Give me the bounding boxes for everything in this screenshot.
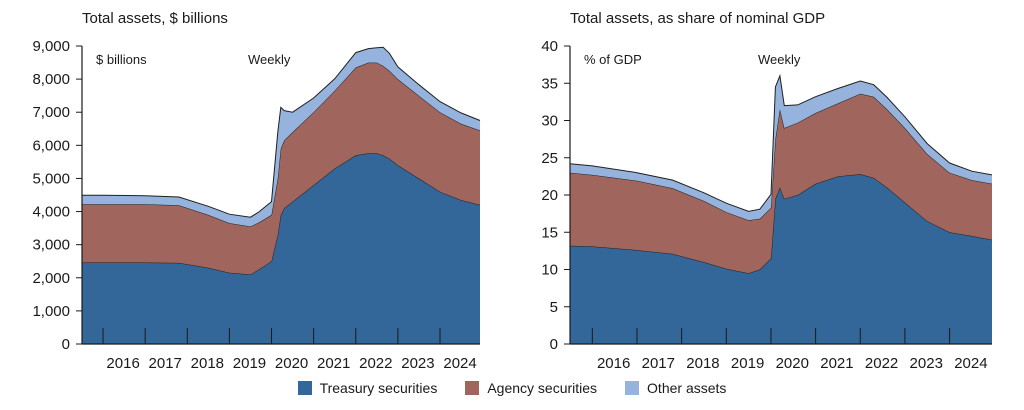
x-tick-label: 2018 <box>191 355 224 372</box>
x-tick-label: 2017 <box>642 355 675 372</box>
legend-swatch-agency <box>465 381 480 395</box>
frequency-annotation: Weekly <box>248 52 291 67</box>
unit-annotation: % of GDP <box>584 52 642 67</box>
area-treasury <box>570 174 992 344</box>
y-tick-label: 0 <box>62 336 70 353</box>
x-tick-label: 2020 <box>275 355 308 372</box>
y-tick-label: 9,000 <box>32 38 70 55</box>
chart-title: Total assets, $ billions <box>82 10 228 27</box>
y-tick-label: 3,000 <box>32 237 70 254</box>
area-outline-other <box>569 73 993 212</box>
y-tick-label: 35 <box>541 75 558 92</box>
y-tick-label: 0 <box>550 336 558 353</box>
area-agency <box>82 62 480 275</box>
legend-label-agency: Agency securities <box>487 380 598 396</box>
y-tick-label: 20 <box>541 187 558 204</box>
chart-title: Total assets, as share of nominal GDP <box>570 10 825 27</box>
legend-swatch-other <box>625 381 640 395</box>
y-tick-label: 40 <box>541 38 558 55</box>
y-tick-label: 8,000 <box>32 71 70 88</box>
area-other <box>82 47 480 227</box>
x-tick-label: 2017 <box>149 355 182 372</box>
area-agency <box>570 93 992 274</box>
y-tick-label: 7,000 <box>32 104 70 121</box>
y-tick-label: 6,000 <box>32 137 70 154</box>
x-tick-label: 2023 <box>910 355 943 372</box>
y-tick-label: 5,000 <box>32 170 70 187</box>
y-tick-label: 10 <box>541 262 558 279</box>
x-tick-label: 2024 <box>443 355 476 372</box>
frequency-annotation: Weekly <box>758 52 801 67</box>
area-treasury <box>82 153 480 344</box>
x-tick-label: 2024 <box>954 355 987 372</box>
chart-total-assets-billions: Total assets, $ billions 0 1,000 2,000 3,000… <box>32 10 481 372</box>
y-tick-label: 30 <box>541 113 558 130</box>
x-tick-label: 2022 <box>865 355 898 372</box>
unit-annotation: $ billions <box>96 52 147 67</box>
x-tick-label: 2020 <box>776 355 809 372</box>
x-tick-label: 2018 <box>686 355 719 372</box>
y-tick-label: 25 <box>541 150 558 167</box>
x-tick-label: 2022 <box>359 355 392 372</box>
legend-item-other: Other assets <box>625 380 726 396</box>
area-other <box>570 75 992 221</box>
chart-canvas: Total assets, $ billions 0 1,000 2,000 3,000… <box>32 10 993 372</box>
x-tick-label: 2019 <box>731 355 764 372</box>
y-tick-label: 15 <box>541 224 558 241</box>
x-tick-label: 2021 <box>820 355 853 372</box>
legend-label-other: Other assets <box>647 380 727 396</box>
x-tick-label: 2023 <box>401 355 434 372</box>
legend-item-treasury: Treasury securities <box>297 380 438 396</box>
y-tick-label: 1,000 <box>32 303 70 320</box>
legend-label-treasury: Treasury securities <box>319 380 438 396</box>
x-tick-label: 2016 <box>106 355 139 372</box>
chart-legend: Treasury securities Agency securities Ot… <box>0 380 1024 396</box>
x-tick-label: 2021 <box>317 355 350 372</box>
y-tick-label: 2,000 <box>32 270 70 287</box>
chart-total-assets-share-gdp: Total assets, as share of nominal GDP 0 5 1… <box>541 10 993 372</box>
x-tick-label: 2016 <box>597 355 630 372</box>
legend-item-agency: Agency securities <box>465 380 597 396</box>
area-outline-other <box>82 46 481 218</box>
y-tick-label: 4,000 <box>32 204 70 221</box>
y-tick-label: 5 <box>550 299 558 316</box>
legend-swatch-treasury <box>297 381 312 395</box>
x-tick-label: 2019 <box>233 355 266 372</box>
